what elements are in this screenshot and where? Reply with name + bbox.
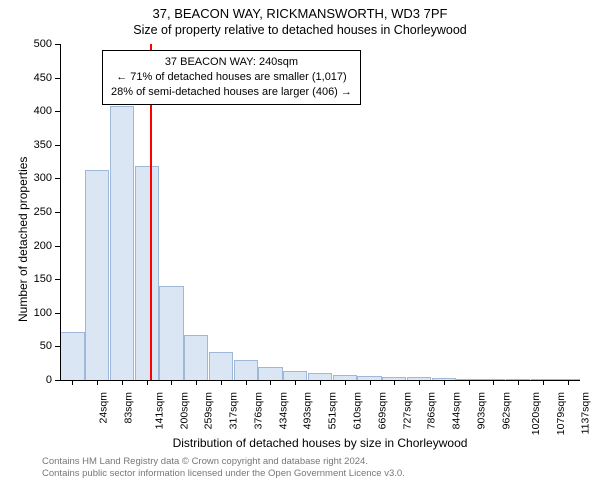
y-tick-label: 450 bbox=[0, 72, 52, 84]
annotation-line: 37 BEACON WAY: 240sqm bbox=[111, 55, 352, 70]
x-tick-label: 844sqm bbox=[450, 392, 462, 429]
histogram-bar bbox=[135, 166, 159, 380]
y-tick bbox=[55, 246, 60, 247]
y-tick-label: 200 bbox=[0, 240, 52, 252]
x-tick-label: 903sqm bbox=[475, 392, 487, 429]
x-tick bbox=[493, 380, 494, 385]
histogram-bar bbox=[110, 106, 134, 380]
x-tick-label: 1137sqm bbox=[579, 392, 591, 434]
histogram-bar bbox=[234, 360, 258, 380]
y-tick-label: 100 bbox=[0, 307, 52, 319]
x-tick bbox=[419, 380, 420, 385]
x-tick-label: 259sqm bbox=[203, 392, 215, 429]
x-tick bbox=[221, 380, 222, 385]
x-tick-label: 962sqm bbox=[500, 392, 512, 429]
x-tick bbox=[568, 380, 569, 385]
x-tick-label: 1020sqm bbox=[531, 392, 543, 435]
y-tick bbox=[55, 212, 60, 213]
x-tick bbox=[122, 380, 123, 385]
histogram-bar bbox=[258, 367, 282, 380]
chart-title-main: 37, BEACON WAY, RICKMANSWORTH, WD3 7PF bbox=[0, 0, 600, 21]
x-tick bbox=[246, 380, 247, 385]
y-tick bbox=[55, 346, 60, 347]
y-tick-label: 0 bbox=[0, 374, 52, 386]
footer-line1: Contains HM Land Registry data © Crown c… bbox=[42, 456, 368, 467]
y-axis-line bbox=[60, 44, 61, 380]
x-tick bbox=[72, 380, 73, 385]
x-tick-label: 610sqm bbox=[351, 392, 363, 429]
x-tick-label: 83sqm bbox=[123, 392, 135, 424]
y-tick-label: 50 bbox=[0, 340, 52, 352]
y-tick-label: 300 bbox=[0, 172, 52, 184]
x-tick-label: 786sqm bbox=[426, 392, 438, 429]
x-tick-label: 376sqm bbox=[252, 392, 264, 429]
x-tick-label: 434sqm bbox=[277, 392, 289, 429]
histogram-bar bbox=[209, 352, 233, 380]
chart-footer: Contains HM Land Registry data © Crown c… bbox=[42, 456, 405, 481]
y-tick bbox=[55, 145, 60, 146]
y-tick-label: 500 bbox=[0, 38, 52, 50]
x-tick bbox=[543, 380, 544, 385]
y-tick-label: 400 bbox=[0, 105, 52, 117]
x-tick bbox=[196, 380, 197, 385]
annotation-line: 28% of semi-detached houses are larger (… bbox=[111, 85, 352, 100]
x-tick bbox=[394, 380, 395, 385]
property-size-chart: 37, BEACON WAY, RICKMANSWORTH, WD3 7PF S… bbox=[0, 0, 600, 500]
histogram-bar bbox=[85, 170, 109, 380]
x-tick-label: 727sqm bbox=[401, 392, 413, 429]
x-tick-label: 24sqm bbox=[98, 392, 110, 424]
x-tick-label: 1079sqm bbox=[555, 392, 567, 435]
histogram-bar bbox=[60, 332, 84, 380]
histogram-bar bbox=[308, 373, 332, 380]
x-tick-label: 493sqm bbox=[302, 392, 314, 429]
x-tick bbox=[370, 380, 371, 385]
y-tick bbox=[55, 78, 60, 79]
y-tick bbox=[55, 380, 60, 381]
y-tick-label: 250 bbox=[0, 206, 52, 218]
y-tick-label: 150 bbox=[0, 273, 52, 285]
x-tick-label: 141sqm bbox=[153, 392, 165, 429]
x-tick bbox=[147, 380, 148, 385]
histogram-bar bbox=[159, 286, 183, 380]
x-tick-label: 669sqm bbox=[376, 392, 388, 429]
y-tick bbox=[55, 44, 60, 45]
x-axis-label: Distribution of detached houses by size … bbox=[60, 436, 580, 450]
x-tick bbox=[444, 380, 445, 385]
histogram-bar bbox=[184, 335, 208, 380]
y-tick bbox=[55, 178, 60, 179]
annotation-box: 37 BEACON WAY: 240sqm← 71% of detached h… bbox=[102, 50, 361, 105]
y-tick bbox=[55, 111, 60, 112]
x-tick bbox=[518, 380, 519, 385]
x-tick bbox=[345, 380, 346, 385]
histogram-bar bbox=[283, 371, 307, 380]
footer-line2: Contains public sector information licen… bbox=[42, 468, 405, 479]
plot-area: 37 BEACON WAY: 240sqm← 71% of detached h… bbox=[60, 44, 580, 380]
x-tick bbox=[270, 380, 271, 385]
annotation-line: ← 71% of detached houses are smaller (1,… bbox=[111, 70, 352, 85]
x-tick bbox=[295, 380, 296, 385]
x-tick bbox=[171, 380, 172, 385]
x-tick bbox=[97, 380, 98, 385]
chart-title-sub: Size of property relative to detached ho… bbox=[0, 21, 600, 37]
y-tick-label: 350 bbox=[0, 139, 52, 151]
x-tick bbox=[469, 380, 470, 385]
y-tick bbox=[55, 313, 60, 314]
x-tick bbox=[320, 380, 321, 385]
x-tick-label: 551sqm bbox=[327, 392, 339, 429]
y-tick bbox=[55, 279, 60, 280]
x-tick-label: 317sqm bbox=[228, 392, 240, 429]
x-tick-label: 200sqm bbox=[178, 392, 190, 429]
